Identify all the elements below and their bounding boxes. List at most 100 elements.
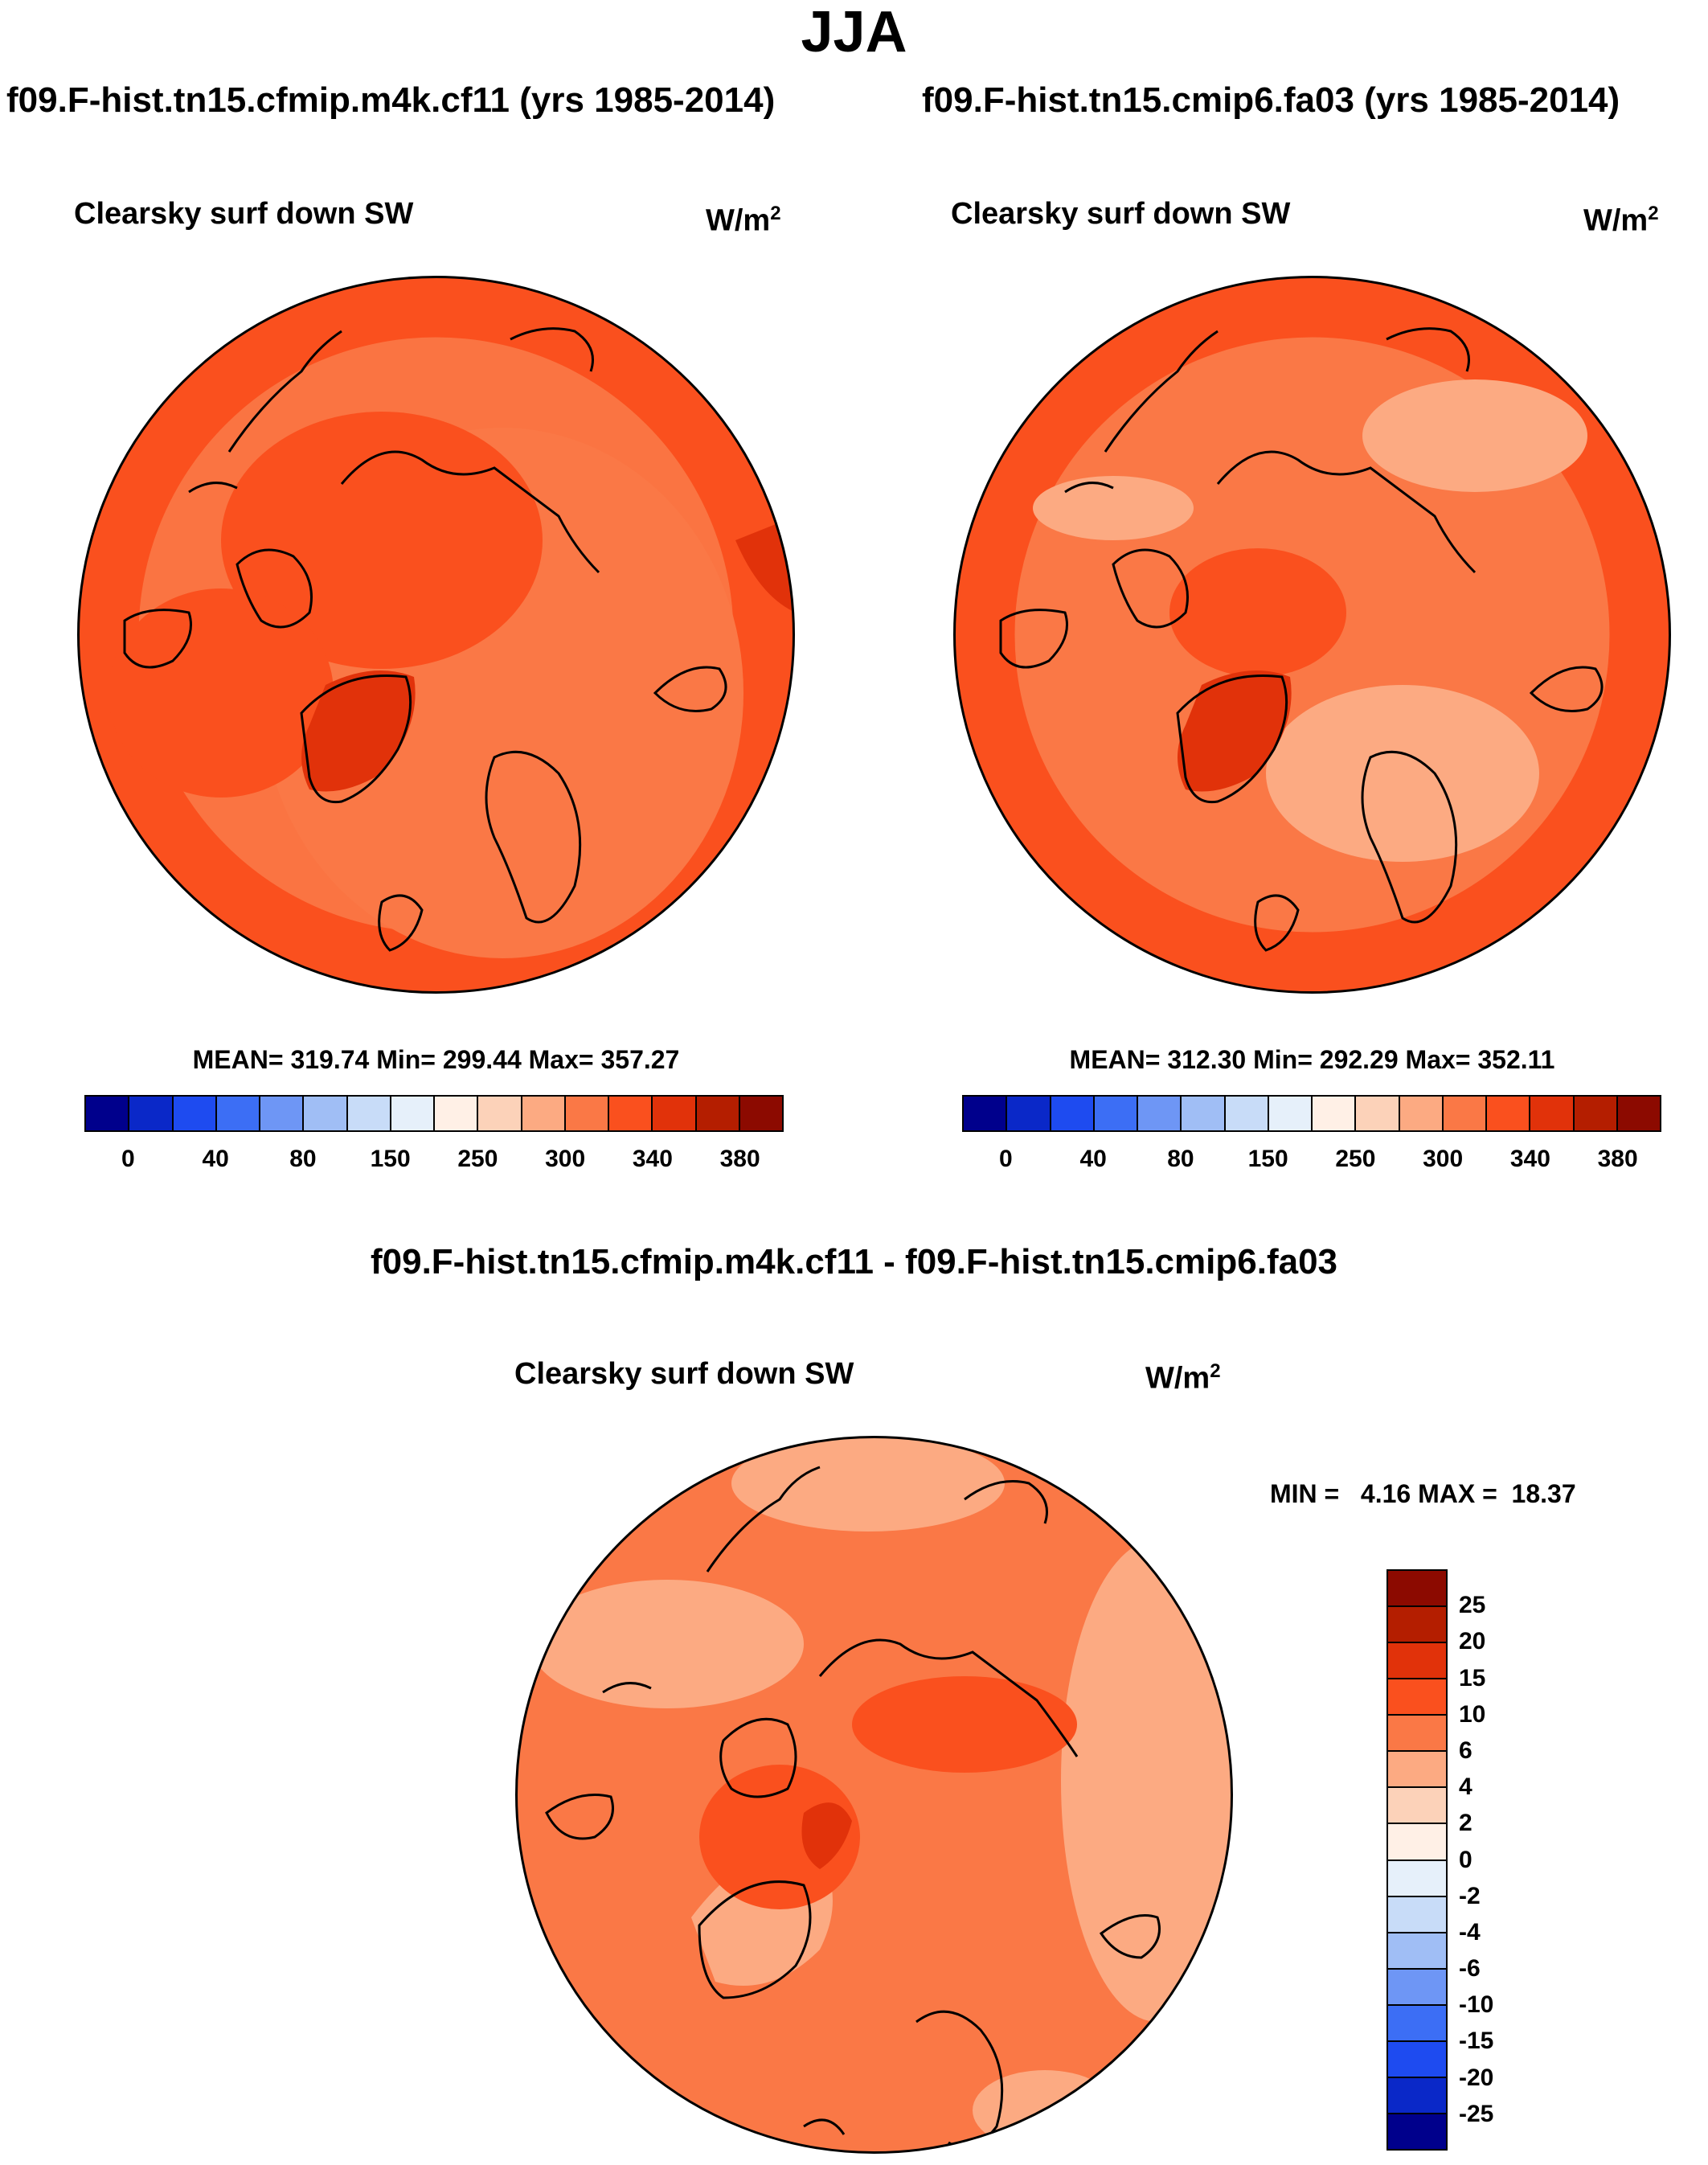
colorbar-tick-label: 80	[289, 1146, 317, 1172]
right-colorbar	[962, 1095, 1661, 1132]
diff-unit-label: W/m2	[1145, 1360, 1221, 1396]
colorbar-tick-label: 25	[1459, 1592, 1486, 1619]
colorbar-swatch	[435, 1097, 479, 1130]
colorbar-swatch	[1388, 1933, 1446, 1970]
colorbar-tick-label: 340	[1509, 1146, 1550, 1172]
colorbar-swatch	[1388, 1969, 1446, 2006]
colorbar-tick-label: -15	[1459, 2028, 1494, 2055]
diff-variable-label: Clearsky surf down SW	[514, 1357, 854, 1391]
colorbar-tick-label: -10	[1459, 1991, 1494, 2019]
colorbar-swatch	[1094, 1097, 1138, 1130]
diff-minmax: MIN = 4.16 MAX = 18.37	[1270, 1479, 1576, 1508]
left-variable-label: Clearsky surf down SW	[74, 197, 414, 231]
left-colorbar-ticks: 0 40 80 150 250 300 340 380	[84, 1146, 784, 1178]
colorbar-tick-label: 0	[121, 1146, 135, 1172]
colorbar-tick-label: 2	[1459, 1810, 1472, 1837]
colorbar-tick-label: 150	[1247, 1146, 1288, 1172]
colorbar-swatch	[696, 1097, 740, 1130]
colorbar-swatch	[173, 1097, 217, 1130]
colorbar-swatch	[1388, 2041, 1446, 2078]
left-polar-map	[77, 276, 795, 994]
colorbar-swatch	[1388, 1860, 1446, 1897]
colorbar-tick-label: 250	[457, 1146, 498, 1172]
colorbar-swatch	[1388, 1643, 1446, 1680]
colorbar-swatch	[1399, 1097, 1444, 1130]
colorbar-swatch	[1388, 1788, 1446, 1825]
colorbar-tick-label: 150	[370, 1146, 411, 1172]
colorbar-swatch	[964, 1097, 1008, 1130]
colorbar-tick-label: 380	[1597, 1146, 1638, 1172]
colorbar-swatch	[653, 1097, 697, 1130]
colorbar-tick-label: 300	[1423, 1146, 1464, 1172]
colorbar-swatch	[1051, 1097, 1095, 1130]
right-colorbar-ticks: 0 40 80 150 250 300 340 380	[962, 1146, 1661, 1178]
colorbar-swatch	[347, 1097, 391, 1130]
colorbar-swatch	[1268, 1097, 1313, 1130]
colorbar-swatch	[1182, 1097, 1226, 1130]
colorbar-tick-label: 0	[999, 1146, 1013, 1172]
colorbar-swatch	[260, 1097, 305, 1130]
diff-polar-map	[515, 1436, 1233, 2154]
colorbar-tick-label: 20	[1459, 1628, 1486, 1655]
colorbar-swatch	[1007, 1097, 1051, 1130]
colorbar-tick-label: -20	[1459, 2064, 1494, 2091]
colorbar-swatch	[1487, 1097, 1531, 1130]
colorbar-swatch	[1138, 1097, 1182, 1130]
colorbar-tick-label: 15	[1459, 1664, 1486, 1691]
colorbar-swatch	[1356, 1097, 1400, 1130]
left-colorbar	[84, 1095, 784, 1132]
colorbar-swatch	[1388, 1896, 1446, 1933]
right-stats: MEAN= 312.30 Min= 292.29 Max= 352.11	[1069, 1045, 1555, 1074]
colorbar-swatch	[1388, 1824, 1446, 1861]
colorbar-swatch	[522, 1097, 566, 1130]
left-run-title: f09.F-hist.tn15.cfmip.m4k.cf11 (yrs 1985…	[6, 80, 776, 120]
colorbar-tick-label: -2	[1459, 1882, 1481, 1909]
colorbar-tick-label: 40	[1079, 1146, 1107, 1172]
colorbar-tick-label: 0	[1459, 1846, 1472, 1873]
colorbar-swatch	[1443, 1097, 1487, 1130]
right-unit-label: W/m2	[1583, 203, 1659, 238]
colorbar-swatch	[216, 1097, 260, 1130]
right-polar-map	[953, 276, 1671, 994]
colorbar-tick-label: 250	[1335, 1146, 1376, 1172]
colorbar-swatch	[1388, 2077, 1446, 2114]
colorbar-swatch	[1574, 1097, 1618, 1130]
colorbar-swatch	[391, 1097, 435, 1130]
colorbar-swatch	[1388, 1752, 1446, 1789]
colorbar-swatch	[1225, 1097, 1269, 1130]
colorbar-swatch	[1617, 1097, 1660, 1130]
colorbar-swatch	[86, 1097, 130, 1130]
colorbar-swatch	[1388, 2114, 1446, 2149]
colorbar-swatch	[1313, 1097, 1357, 1130]
colorbar-tick-label: 40	[202, 1146, 229, 1172]
colorbar-tick-label: 340	[632, 1146, 673, 1172]
colorbar-swatch	[304, 1097, 348, 1130]
colorbar-tick-label: 380	[719, 1146, 760, 1172]
colorbar-swatch	[739, 1097, 782, 1130]
diff-colorbar-ticks: 25 20 15 10 6 4 2 0 -2 -4 -6 -10 -15 -20 -25	[1459, 1569, 1555, 2151]
colorbar-swatch	[1388, 1679, 1446, 1716]
diff-title: f09.F-hist.tn15.cfmip.m4k.cf11 - f09.F-h…	[370, 1242, 1338, 1281]
colorbar-swatch	[129, 1097, 174, 1130]
colorbar-tick-label: 6	[1459, 1737, 1472, 1764]
colorbar-tick-label: -25	[1459, 2100, 1494, 2127]
colorbar-swatch	[565, 1097, 609, 1130]
left-stats: MEAN= 319.74 Min= 299.44 Max= 357.27	[192, 1045, 680, 1074]
colorbar-tick-label: -4	[1459, 1918, 1481, 1946]
colorbar-tick-label: 10	[1459, 1700, 1486, 1728]
season-title: JJA	[801, 0, 907, 64]
colorbar-swatch	[1388, 2005, 1446, 2042]
colorbar-tick-label: 4	[1459, 1773, 1472, 1801]
colorbar-swatch	[1388, 1607, 1446, 1644]
colorbar-tick-label: 80	[1167, 1146, 1194, 1172]
diff-colorbar	[1386, 1569, 1448, 2151]
colorbar-swatch	[478, 1097, 522, 1130]
right-run-title: f09.F-hist.tn15.cmip6.fa03 (yrs 1985-201…	[922, 80, 1620, 120]
colorbar-swatch	[1530, 1097, 1575, 1130]
colorbar-swatch	[1388, 1571, 1446, 1608]
colorbar-tick-label: 300	[545, 1146, 586, 1172]
left-unit-label: W/m2	[706, 203, 781, 238]
colorbar-swatch	[1388, 1716, 1446, 1753]
right-variable-label: Clearsky surf down SW	[951, 197, 1291, 231]
colorbar-tick-label: -6	[1459, 1955, 1481, 1983]
